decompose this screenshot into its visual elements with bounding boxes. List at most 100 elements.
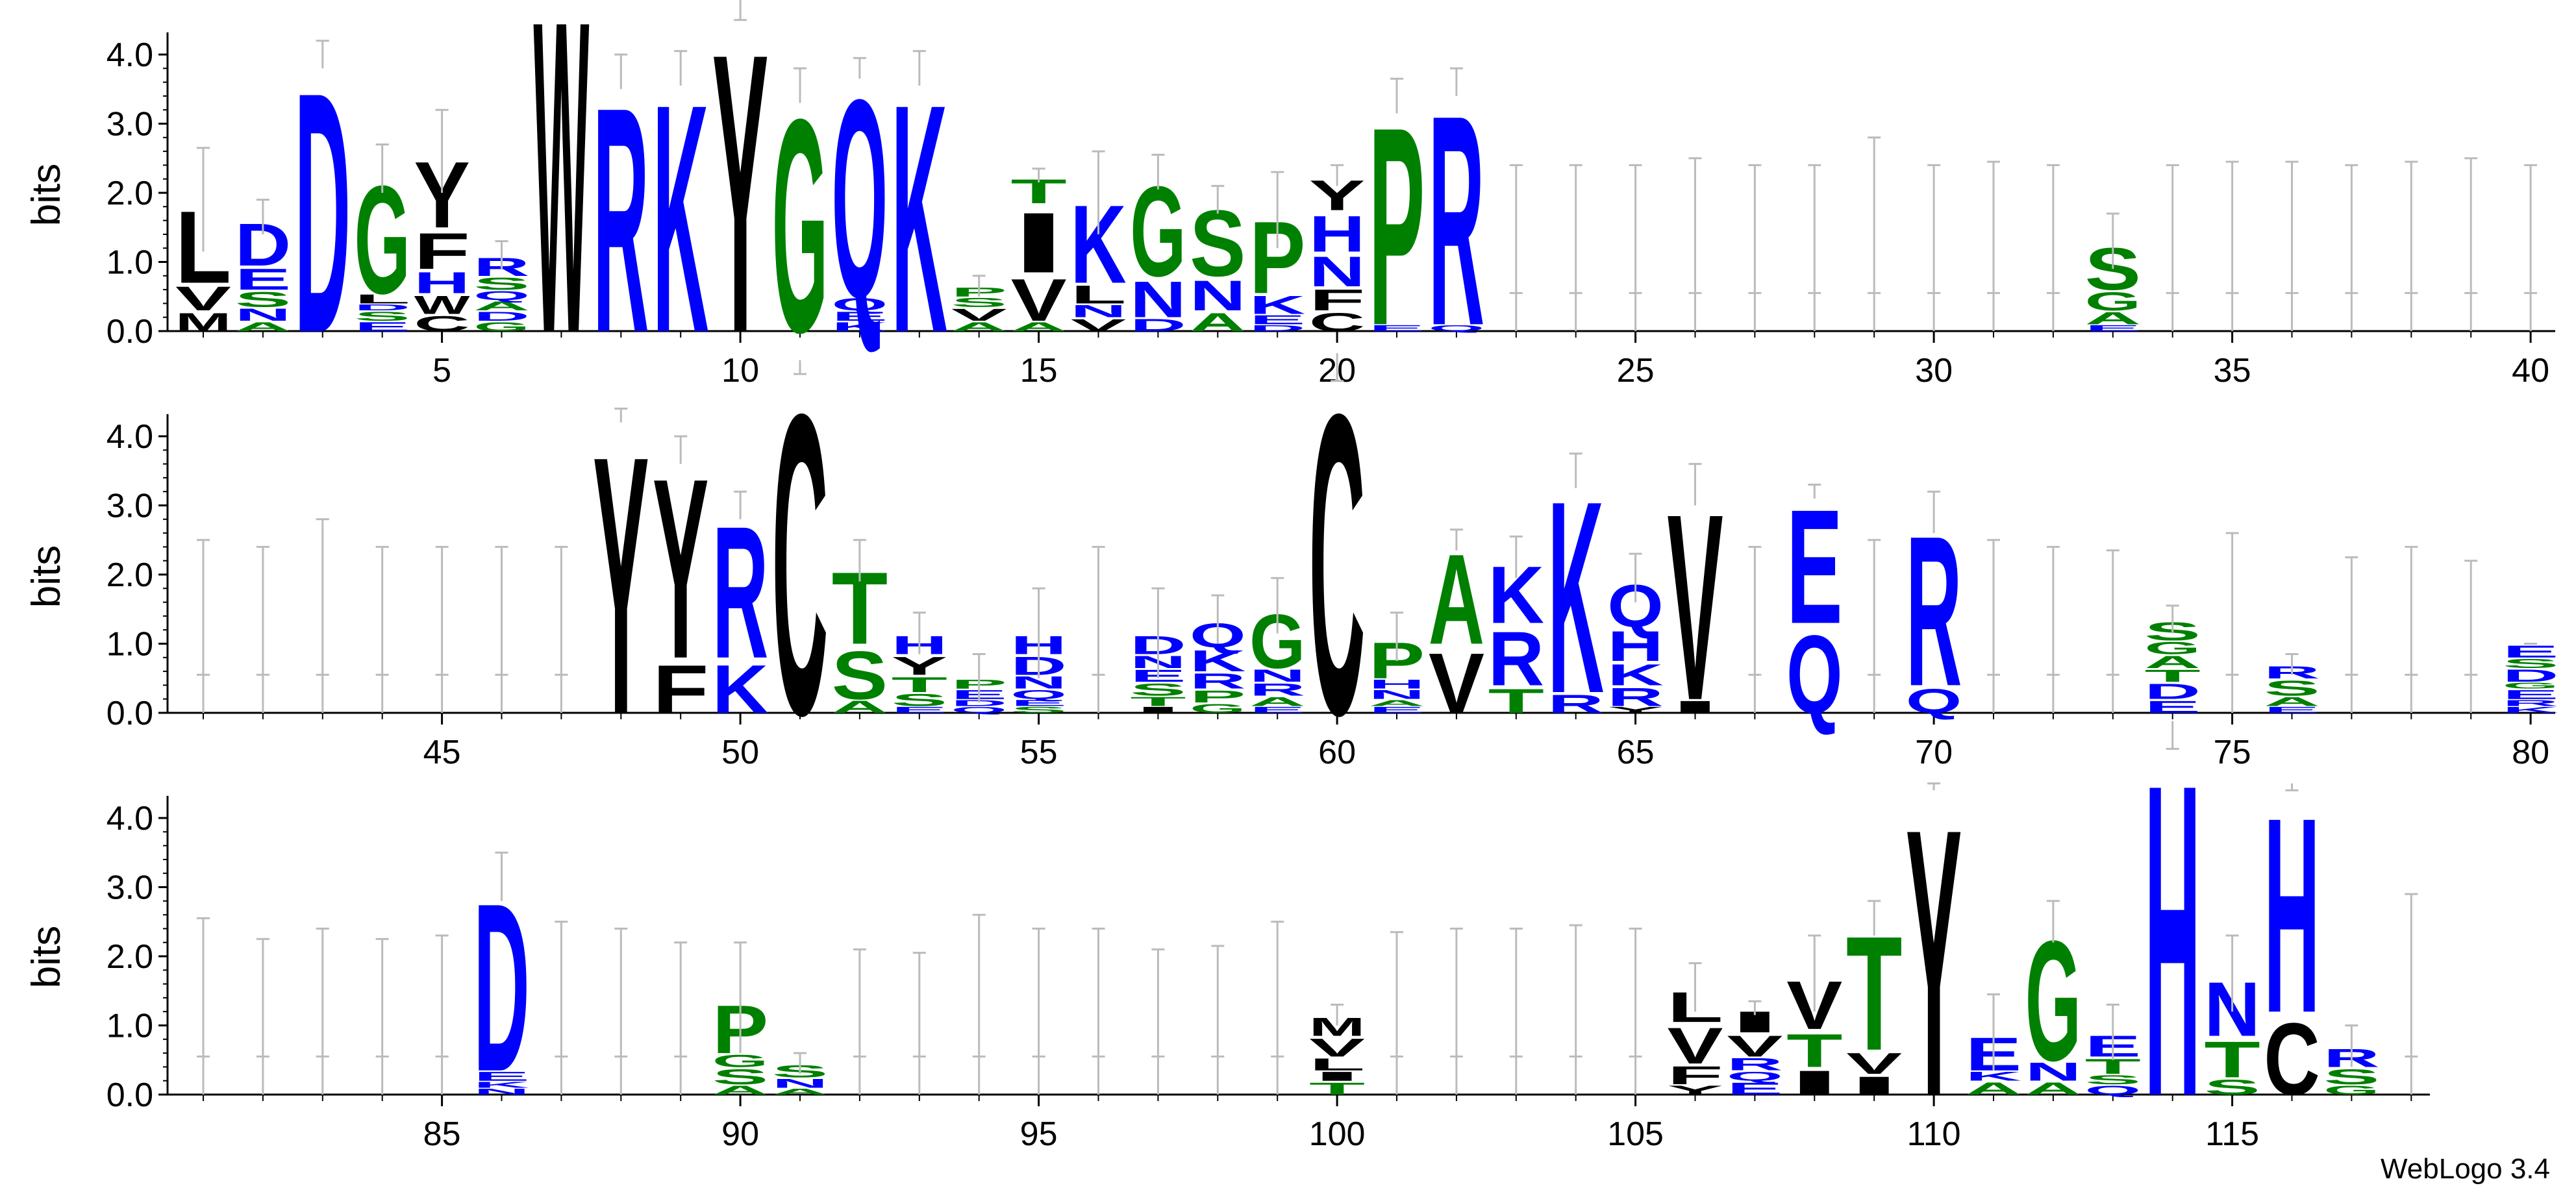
logo-column-42	[256, 545, 269, 713]
logo-glyph: C	[414, 312, 469, 336]
y-tick-label: 3.0	[106, 869, 153, 907]
logo-glyph: Q	[1906, 682, 1962, 721]
logo-glyph: E	[2264, 705, 2320, 715]
logo-glyph: G	[2503, 681, 2558, 691]
logo-glyph: S	[1010, 705, 1066, 715]
logo-glyph: R	[1249, 680, 1305, 699]
x-tick-label: 85	[423, 1115, 461, 1153]
logo-glyph: A	[1249, 695, 1305, 709]
logo-glyph: A	[712, 1083, 768, 1097]
logo-glyph: I	[1130, 705, 1186, 715]
logo-glyph: G	[1190, 701, 1245, 715]
y-tick-label: 1.0	[106, 244, 153, 282]
y-tick-label: 4.0	[106, 36, 153, 74]
logo-column-68: QE	[1786, 476, 1842, 736]
logo-glyph: W	[533, 0, 590, 426]
logo-column-14: AVSP	[951, 275, 1007, 334]
logo-column-83	[316, 927, 329, 1095]
logo-glyph: D	[1130, 316, 1186, 335]
logo-column-25	[1629, 164, 1642, 331]
logo-glyph: E	[1249, 705, 1305, 715]
logo-glyph: N	[1190, 272, 1245, 319]
logo-glyph: V	[1011, 266, 1067, 334]
logo-glyph: S	[2323, 1065, 2379, 1089]
logo-glyph: S	[2264, 676, 2320, 700]
logo-glyph: N	[1130, 271, 1186, 328]
logo-glyph: T	[2145, 666, 2201, 686]
logo-glyph: F	[414, 223, 469, 280]
logo-column-35	[2225, 160, 2239, 331]
logo-column-109: IVT	[1846, 900, 1902, 1100]
logo-glyph: C	[2264, 1002, 2320, 1117]
logo-glyph: S	[1130, 680, 1186, 699]
logo-glyph: V	[1846, 1047, 1902, 1080]
logo-column-79	[2464, 560, 2478, 713]
logo-glyph: K	[1249, 290, 1305, 319]
logo-glyph: S	[355, 309, 410, 323]
logo-column-36	[2285, 160, 2299, 331]
logo-glyph: K	[1190, 645, 1245, 678]
logo-column-97	[1151, 948, 1165, 1095]
y-axis-label-row-3: bits	[24, 926, 69, 988]
logo-glyph: Q	[473, 288, 529, 303]
y-tick-label: 0.0	[106, 1076, 153, 1114]
logo-column-70: QR	[1906, 490, 1962, 731]
logo-glyph: A	[2264, 695, 2320, 709]
logo-column-116: CH	[2264, 760, 2320, 1117]
logo-glyph: D	[295, 21, 351, 404]
logo-glyph: P	[1369, 69, 1425, 385]
logo-glyph: C	[772, 325, 828, 804]
logo-glyph: A	[2145, 652, 2201, 671]
x-tick-label: 95	[1020, 1115, 1058, 1153]
logo-glyph: R	[1190, 669, 1245, 693]
x-tick-label: 55	[1020, 734, 1058, 771]
logo-glyph: E	[1786, 476, 1842, 658]
logo-glyph: Q	[951, 705, 1007, 715]
logo-glyph: R	[1607, 682, 1663, 711]
logo-glyph: T	[1786, 1024, 1842, 1076]
x-tick-label: 65	[1617, 734, 1655, 771]
logo-glyph: S	[712, 1065, 768, 1089]
logo-column-23	[1509, 164, 1523, 331]
logo-glyph: I	[1846, 1071, 1902, 1100]
logo-glyph: E	[2085, 323, 2141, 333]
logo-column-1: MVL	[175, 147, 231, 337]
logo-column-22: QR	[1429, 52, 1484, 388]
logo-column-13: K	[892, 37, 947, 401]
x-tick-label: 45	[423, 734, 461, 771]
logo-column-10: Y	[712, 0, 768, 416]
x-tick-label: 110	[1907, 1115, 1961, 1153]
logo-glyph: W	[414, 291, 471, 319]
logo-column-37	[2345, 164, 2358, 331]
logo-glyph: E	[1369, 323, 1425, 333]
logo-column-84	[375, 937, 389, 1095]
logo-column-41	[197, 539, 210, 713]
x-tick-label: 50	[721, 734, 759, 771]
logo-glyph: G	[2085, 287, 2141, 316]
logo-column-62: VA	[1429, 527, 1484, 731]
logo-glyph: N	[473, 1087, 529, 1097]
logo-glyph: A	[772, 1087, 828, 1097]
logo-glyph: S	[951, 295, 1007, 310]
logo-row-2: 0.01.02.03.04.045 50 55 60 65 70 75 80Y FY KR C AST…	[106, 325, 2559, 804]
y-tick-label: 4.0	[106, 800, 153, 837]
logo-glyph: K	[1548, 444, 1604, 750]
logo-glyph: A	[1966, 1080, 2021, 1098]
logo-column-21: EP	[1369, 69, 1425, 385]
logo-column-43	[316, 518, 329, 713]
logo-glyph: A	[832, 698, 888, 717]
logo-glyph: E	[2145, 697, 2201, 717]
logo-glyph: D	[473, 309, 529, 323]
logo-glyph: R	[1429, 52, 1484, 388]
logo-glyph: L	[1309, 1055, 1365, 1074]
